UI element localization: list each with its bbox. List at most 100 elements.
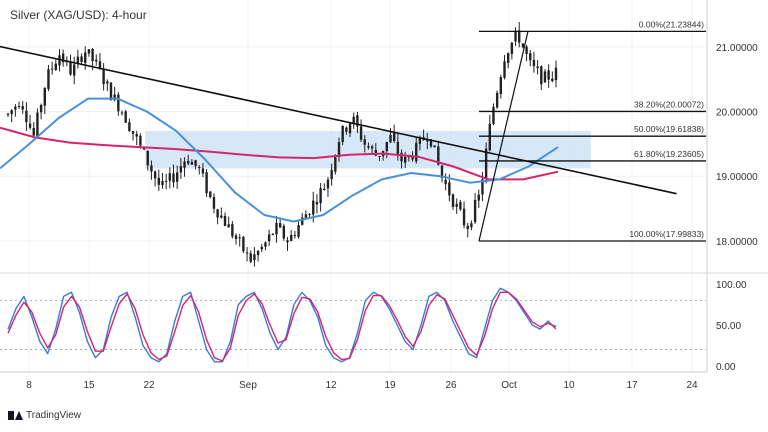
candle-body [304, 214, 308, 220]
candle-body [223, 216, 227, 226]
ma-fast-line [0, 97, 559, 223]
candle-body [194, 160, 197, 166]
candle-body [54, 63, 58, 70]
tradingview-brand: TradingView [26, 410, 82, 421]
candle-body [308, 213, 311, 215]
time-tick-label: 15 [83, 380, 95, 391]
fib-level-label: 0.00%(21.23844) [639, 19, 704, 29]
candle-body [484, 148, 488, 179]
candle-body [495, 92, 499, 108]
candle-body [10, 109, 13, 115]
candle-body [128, 122, 131, 131]
ma-slow-line [0, 126, 559, 181]
candle-body [518, 30, 521, 43]
main-gridlines [0, 0, 706, 372]
candle-body [326, 179, 330, 189]
candle-body [514, 30, 517, 42]
candle-body [429, 139, 433, 147]
candle-body [260, 246, 263, 250]
candle-body [473, 199, 477, 223]
price-tick-label: 20.00000 [716, 108, 758, 119]
candle-body [275, 222, 278, 235]
candle-body [179, 166, 183, 173]
candle-body [378, 156, 381, 158]
candle-body [220, 215, 223, 218]
candle-body [554, 67, 558, 81]
candle-body [529, 53, 532, 61]
candle-body [216, 209, 219, 218]
candle-body [532, 59, 536, 67]
candle-body [451, 194, 455, 207]
candle-body [253, 254, 256, 261]
candle-body [481, 179, 484, 195]
candle-body [39, 105, 43, 113]
candle-body [95, 59, 98, 62]
candle-body [455, 203, 458, 207]
candle-body [267, 234, 271, 242]
candle-body [278, 223, 282, 228]
candle-body [337, 142, 341, 158]
time-tick-label: 19 [384, 380, 396, 391]
candle-body [352, 116, 355, 125]
candle-body [521, 43, 525, 48]
candle-body [157, 177, 160, 185]
candle-body [21, 106, 24, 110]
candle-body [120, 112, 124, 114]
candle-body [389, 134, 392, 143]
stoch-d-line [7, 291, 557, 362]
candle-body [25, 110, 28, 123]
candle-body [462, 208, 466, 226]
candle-body [150, 165, 153, 172]
candle-body [385, 142, 389, 152]
candle-body [124, 111, 127, 123]
candle-body [301, 217, 304, 225]
candle-body [106, 81, 109, 84]
candle-body [264, 242, 267, 247]
candle-body [249, 253, 252, 262]
time-tick-label: Oct [501, 380, 517, 391]
stochastic-panel: 100.00 50.00 0.00 [0, 280, 747, 373]
tradingview-logo: TradingView [8, 410, 81, 421]
candle-body [470, 223, 473, 228]
candle-body [503, 61, 506, 78]
candle-body [234, 235, 238, 239]
price-tick-label: 18.00000 [716, 237, 758, 248]
candle-body [396, 141, 400, 155]
time-axis: 8 15 22 Sep 12 19 26 Oct 10 17 24 [26, 380, 698, 391]
candle-body [14, 106, 17, 110]
stoch-tick-label: 0.00 [716, 362, 736, 373]
candle-body [109, 82, 113, 101]
candle-body [43, 87, 46, 106]
tradingview-logo-icon [8, 411, 23, 420]
chart-title: Silver (XAG/USD): 4-hour [10, 8, 147, 22]
candle-body [61, 53, 65, 63]
candlesticks [6, 22, 558, 267]
price-tick-label: 21.00000 [716, 43, 758, 54]
descending-trendline [0, 45, 677, 195]
candle-body [153, 171, 157, 179]
candle-body [433, 145, 436, 148]
candle-body [334, 155, 337, 172]
candle-body [256, 251, 260, 256]
candle-body [17, 106, 21, 108]
candle-body [400, 152, 403, 162]
candle-body [411, 155, 414, 160]
candle-body [363, 139, 366, 145]
candle-body [227, 224, 230, 228]
candle-body [117, 94, 120, 112]
candle-body [547, 70, 550, 80]
candle-body [198, 167, 201, 169]
candle-body [73, 64, 76, 76]
candle-body [69, 61, 72, 75]
candle-body [392, 133, 396, 141]
candle-body [271, 233, 275, 235]
price-axis: 21.00000 20.00000 19.00000 18.00000 [716, 43, 758, 248]
candle-body [161, 180, 164, 185]
candle-body [87, 49, 91, 54]
candle-body [540, 66, 543, 85]
candle-body [84, 52, 87, 64]
candle-body [6, 113, 10, 115]
candle-body [297, 225, 300, 237]
candle-body [242, 236, 245, 252]
candle-body [212, 197, 216, 209]
